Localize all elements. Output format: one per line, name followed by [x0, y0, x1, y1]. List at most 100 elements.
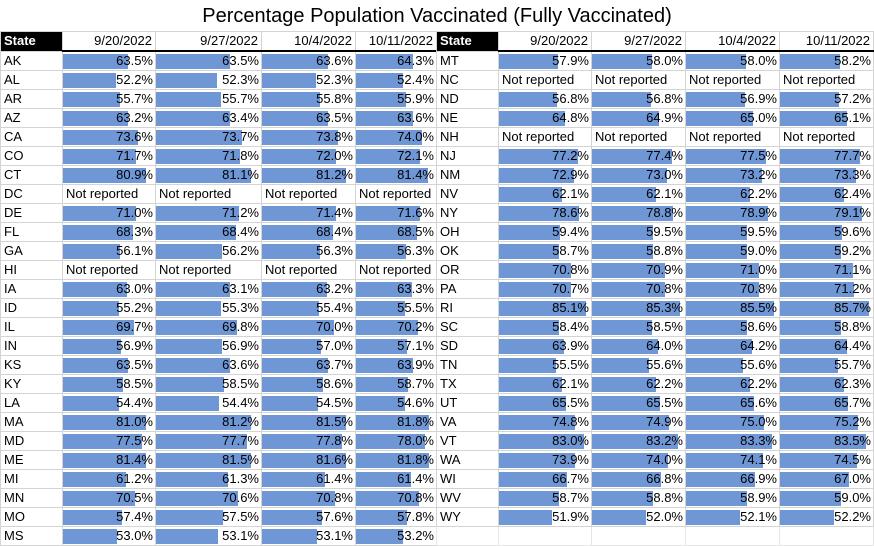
state-cell[interactable]: DC: [0, 184, 63, 204]
value-cell[interactable]: 52.2%: [62, 70, 156, 90]
value-cell[interactable]: 70.6%: [155, 488, 262, 508]
value-cell[interactable]: 58.7%: [498, 488, 592, 508]
state-cell[interactable]: WV: [436, 488, 499, 508]
value-cell[interactable]: 54.4%: [62, 393, 156, 413]
state-cell[interactable]: ID: [0, 298, 63, 318]
value-cell[interactable]: 63.5%: [261, 108, 356, 128]
state-cell[interactable]: MT: [436, 50, 499, 71]
value-cell[interactable]: 71.8%: [155, 146, 262, 166]
not-reported-cell[interactable]: Not reported: [62, 260, 156, 280]
state-cell[interactable]: VT: [436, 431, 499, 451]
state-cell[interactable]: TN: [436, 355, 499, 375]
value-cell[interactable]: 62.1%: [498, 374, 592, 394]
value-cell[interactable]: 55.9%: [355, 89, 437, 109]
value-cell[interactable]: 68.4%: [261, 222, 356, 242]
value-cell[interactable]: 71.0%: [62, 203, 156, 223]
state-cell[interactable]: MA: [0, 412, 63, 432]
value-cell[interactable]: 63.7%: [261, 355, 356, 375]
value-cell[interactable]: 59.2%: [779, 241, 874, 261]
value-cell[interactable]: 73.7%: [155, 127, 262, 147]
state-cell[interactable]: IN: [0, 336, 63, 356]
not-reported-cell[interactable]: Not reported: [685, 70, 780, 90]
value-cell[interactable]: 71.6%: [355, 203, 437, 223]
value-cell[interactable]: 64.0%: [591, 336, 686, 356]
value-cell[interactable]: 83.5%: [779, 431, 874, 451]
value-cell[interactable]: 52.1%: [685, 507, 780, 527]
value-cell[interactable]: 67.0%: [779, 469, 874, 489]
value-cell[interactable]: 56.8%: [591, 89, 686, 109]
value-cell[interactable]: 71.4%: [261, 203, 356, 223]
value-cell[interactable]: 62.3%: [779, 374, 874, 394]
value-cell[interactable]: 63.0%: [62, 279, 156, 299]
state-cell[interactable]: OH: [436, 222, 499, 242]
value-cell[interactable]: 77.7%: [155, 431, 262, 451]
state-cell[interactable]: HI: [0, 260, 63, 280]
value-cell[interactable]: 63.6%: [155, 355, 262, 375]
state-cell[interactable]: NE: [436, 108, 499, 128]
value-cell[interactable]: 78.9%: [685, 203, 780, 223]
value-cell[interactable]: 71.0%: [685, 260, 780, 280]
value-cell[interactable]: 83.2%: [591, 431, 686, 451]
value-cell[interactable]: 63.5%: [62, 355, 156, 375]
value-cell[interactable]: 81.2%: [155, 412, 262, 432]
value-cell[interactable]: 71.2%: [779, 279, 874, 299]
value-cell[interactable]: 56.3%: [261, 241, 356, 261]
empty-cell[interactable]: [591, 526, 686, 546]
value-cell[interactable]: 77.2%: [498, 146, 592, 166]
empty-cell[interactable]: [498, 526, 592, 546]
not-reported-cell[interactable]: Not reported: [261, 184, 356, 204]
value-cell[interactable]: 81.4%: [355, 165, 437, 185]
value-cell[interactable]: 85.5%: [685, 298, 780, 318]
column-header-date-2[interactable]: 9/27/2022: [591, 31, 686, 52]
value-cell[interactable]: 63.2%: [261, 279, 356, 299]
value-cell[interactable]: 52.0%: [591, 507, 686, 527]
value-cell[interactable]: 54.5%: [261, 393, 356, 413]
value-cell[interactable]: 55.4%: [261, 298, 356, 318]
value-cell[interactable]: 71.1%: [779, 260, 874, 280]
state-cell[interactable]: AZ: [0, 108, 63, 128]
value-cell[interactable]: 78.0%: [355, 431, 437, 451]
value-cell[interactable]: 63.9%: [355, 355, 437, 375]
state-cell[interactable]: AK: [0, 50, 63, 71]
column-header-state[interactable]: State: [436, 31, 499, 52]
value-cell[interactable]: 73.6%: [62, 127, 156, 147]
value-cell[interactable]: 57.4%: [62, 507, 156, 527]
value-cell[interactable]: 59.0%: [779, 488, 874, 508]
column-header-date-2[interactable]: 9/27/2022: [155, 31, 262, 52]
state-cell[interactable]: IA: [0, 279, 63, 299]
value-cell[interactable]: 70.8%: [498, 260, 592, 280]
value-cell[interactable]: 77.4%: [591, 146, 686, 166]
value-cell[interactable]: 63.5%: [62, 50, 156, 71]
state-cell[interactable]: MN: [0, 488, 63, 508]
value-cell[interactable]: 63.5%: [155, 50, 262, 71]
state-cell[interactable]: FL: [0, 222, 63, 242]
not-reported-cell[interactable]: Not reported: [355, 260, 437, 280]
value-cell[interactable]: 58.7%: [498, 241, 592, 261]
value-cell[interactable]: 81.5%: [155, 450, 262, 470]
not-reported-cell[interactable]: Not reported: [355, 184, 437, 204]
value-cell[interactable]: 72.9%: [498, 165, 592, 185]
value-cell[interactable]: 58.9%: [685, 488, 780, 508]
value-cell[interactable]: 58.5%: [155, 374, 262, 394]
value-cell[interactable]: 55.6%: [591, 355, 686, 375]
value-cell[interactable]: 58.8%: [779, 317, 874, 337]
value-cell[interactable]: 55.7%: [62, 89, 156, 109]
state-cell[interactable]: MO: [0, 507, 63, 527]
value-cell[interactable]: 69.7%: [62, 317, 156, 337]
value-cell[interactable]: 75.2%: [779, 412, 874, 432]
value-cell[interactable]: 81.8%: [355, 450, 437, 470]
state-cell[interactable]: OK: [436, 241, 499, 261]
value-cell[interactable]: 70.5%: [62, 488, 156, 508]
value-cell[interactable]: 64.3%: [355, 50, 437, 71]
value-cell[interactable]: 53.0%: [62, 526, 156, 546]
value-cell[interactable]: 72.1%: [355, 146, 437, 166]
value-cell[interactable]: 55.3%: [155, 298, 262, 318]
value-cell[interactable]: 62.2%: [685, 374, 780, 394]
value-cell[interactable]: 81.0%: [62, 412, 156, 432]
value-cell[interactable]: 54.6%: [355, 393, 437, 413]
column-header-date-4[interactable]: 10/11/2022: [779, 31, 874, 52]
not-reported-cell[interactable]: Not reported: [498, 70, 592, 90]
value-cell[interactable]: 83.3%: [685, 431, 780, 451]
value-cell[interactable]: 66.7%: [498, 469, 592, 489]
value-cell[interactable]: 65.7%: [779, 393, 874, 413]
